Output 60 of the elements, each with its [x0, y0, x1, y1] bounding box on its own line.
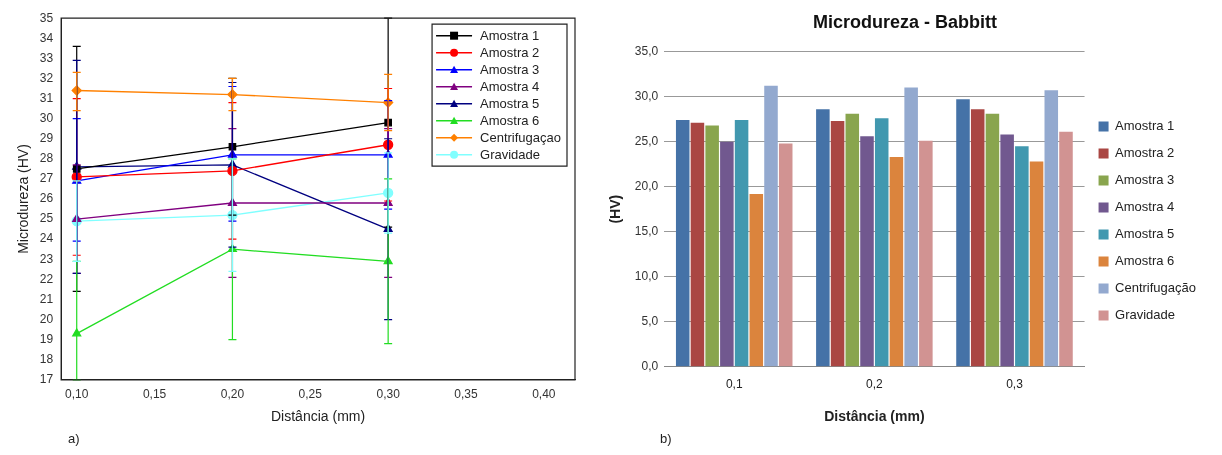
y-tick-label: 19 [39, 331, 54, 346]
y-axis-title: (HV) [607, 194, 624, 224]
legend-label: Amostra 2 [480, 45, 540, 61]
legend-label: Amostra 4 [480, 79, 540, 95]
legend-label: Centrifugaçao [480, 130, 562, 146]
y-tick-label: 25,0 [634, 133, 659, 148]
legend-label: Amostra 3 [1115, 172, 1175, 188]
x-tick-label: 0,15 [142, 387, 167, 402]
y-tick-label: 35,0 [634, 43, 659, 58]
y-tick-label: 25 [39, 211, 54, 226]
legend-label: Amostra 3 [480, 62, 540, 78]
y-tick-label: 23 [39, 251, 54, 266]
x-tick-label: 0,30 [376, 387, 401, 402]
y-tick-label: 31 [39, 90, 54, 105]
legend-label: Amostra 1 [480, 28, 540, 44]
y-tick-label: 27 [39, 171, 54, 186]
legend-label: Amostra 5 [480, 96, 540, 112]
y-tick-label: 33 [39, 50, 54, 65]
legend-label: Amostra 5 [1115, 226, 1175, 242]
y-tick-label: 5,0 [641, 314, 659, 329]
x-axis-title: Distância (mm) [271, 408, 366, 425]
y-tick-label: 24 [39, 231, 54, 246]
y-tick-label: 21 [39, 291, 54, 306]
legend-label: Gravidade [1115, 307, 1176, 323]
y-tick-label: 22 [39, 271, 54, 286]
y-tick-label: 10,0 [634, 269, 659, 284]
x-tick-label: 0,20 [220, 387, 245, 402]
legend-label: Gravidade [480, 147, 541, 163]
y-tick-label: 20,0 [634, 179, 659, 193]
x-tick-label: 0,25 [298, 387, 323, 402]
chart-title: Microdureza - Babbitt [812, 11, 998, 32]
y-tick-label: 18 [39, 352, 54, 367]
y-tick-label: 0,0 [641, 359, 659, 374]
x-tick-label: 0,10 [65, 387, 89, 402]
x-tick-label: 0,35 [454, 387, 478, 402]
x-tick-label: 0,40 [532, 387, 556, 402]
y-tick-label: 30,0 [634, 88, 659, 103]
y-tick-label: 29 [39, 131, 54, 146]
y-tick-label: 20 [39, 311, 54, 326]
x-tick-label: 0,3 [1006, 377, 1024, 392]
legend-label: Amostra 6 [1115, 253, 1175, 269]
legend-label: Centrifugação [1115, 280, 1197, 296]
y-tick-label: 15,0 [634, 224, 659, 239]
legend-label: Amostra 4 [1115, 199, 1175, 215]
y-tick-label: 26 [39, 191, 54, 206]
legend-label: Amostra 2 [1115, 145, 1175, 161]
x-axis-title: Distância (mm) [824, 408, 925, 425]
y-tick-label: 28 [39, 151, 54, 166]
y-tick-label: 30 [39, 110, 54, 125]
y-tick-label: 17 [39, 372, 54, 387]
x-tick-label: 0,1 [725, 377, 743, 392]
y-tick-label: 35 [39, 10, 54, 25]
legend-label: Amostra 1 [1115, 118, 1175, 134]
y-axis-title: Microdureza (HV) [15, 144, 32, 254]
legend-label: Amostra 6 [480, 113, 540, 129]
text: b) [660, 431, 672, 447]
y-tick-label: 32 [39, 70, 54, 85]
x-tick-label: 0,2 [866, 377, 884, 392]
text: a) [68, 431, 80, 447]
y-tick-label: 34 [39, 30, 54, 45]
